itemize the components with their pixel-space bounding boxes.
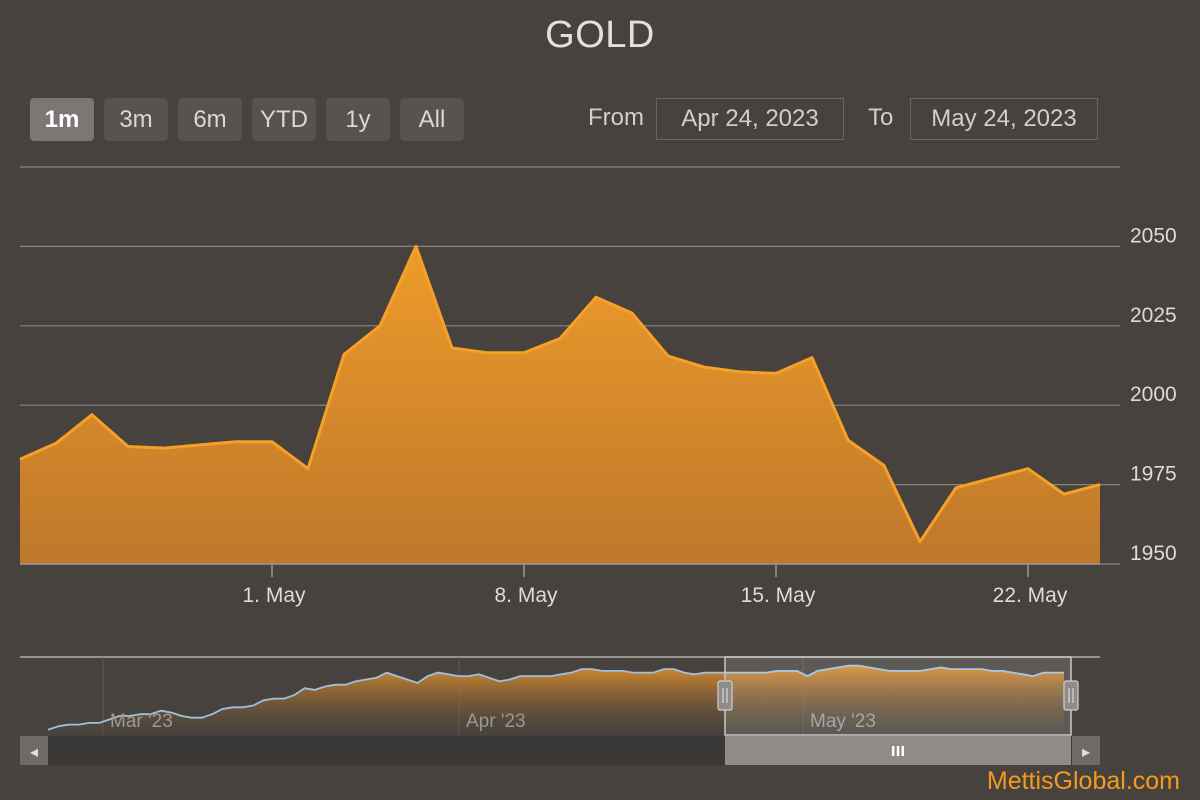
navigator-label: Mar '23 (110, 711, 173, 732)
x-tick-label: 8. May (494, 584, 558, 607)
navigator[interactable]: Mar '23 Apr '23 May '23 (20, 656, 1100, 736)
range-button-ytd[interactable]: YTD (252, 98, 316, 141)
y-tick-label: 2050 (1130, 224, 1177, 247)
price-series (19, 244, 1101, 564)
range-button-3m[interactable]: 3m (104, 98, 168, 141)
range-button-all[interactable]: All (400, 98, 464, 141)
y-tick-label: 1975 (1130, 463, 1177, 486)
navigator-label: Apr '23 (466, 711, 526, 732)
navigator-area (48, 665, 1064, 735)
range-button-6m[interactable]: 6m (178, 98, 242, 141)
x-tick-label: 15. May (741, 584, 816, 607)
scroll-left-button[interactable] (20, 736, 48, 765)
watermark: MettisGlobal.com (986, 767, 1180, 795)
to-label: To (868, 104, 894, 131)
x-axis: 1. May 8. May 15. May 22. May (20, 563, 1100, 607)
navigator-line (47, 664, 1064, 731)
scrollbar-grip-icon: III (891, 745, 906, 760)
navigator-handle[interactable] (1063, 680, 1079, 711)
chevron-left-icon: ◂ (30, 742, 38, 761)
to-date-input[interactable]: May 24, 2023 (910, 98, 1098, 140)
range-button-1m[interactable]: 1m (30, 98, 94, 141)
navigator-selection (724, 656, 1072, 736)
price-area (20, 246, 1100, 564)
scrollbar[interactable]: ◂ ▸ III (20, 736, 1100, 765)
scrollbar-thumb[interactable] (725, 736, 1071, 765)
y-axis-labels: 1950 1975 2000 2025 2050 (1130, 224, 1177, 565)
navigator-handle[interactable] (717, 680, 733, 711)
navigator-label: May '23 (810, 711, 876, 732)
chart-title: GOLD (545, 14, 655, 56)
chevron-right-icon: ▸ (1082, 742, 1090, 761)
range-button-1y[interactable]: 1y (326, 98, 390, 141)
y-tick-label: 2000 (1130, 383, 1177, 406)
x-tick-label: 1. May (242, 584, 306, 607)
x-tick-label: 22. May (993, 584, 1068, 607)
from-date-input[interactable]: Apr 24, 2023 (656, 98, 844, 140)
y-tick-label: 1950 (1130, 542, 1177, 565)
y-tick-label: 2025 (1130, 304, 1177, 327)
scroll-right-button[interactable] (1072, 736, 1100, 765)
from-label: From (588, 104, 644, 131)
price-line (19, 244, 1101, 544)
